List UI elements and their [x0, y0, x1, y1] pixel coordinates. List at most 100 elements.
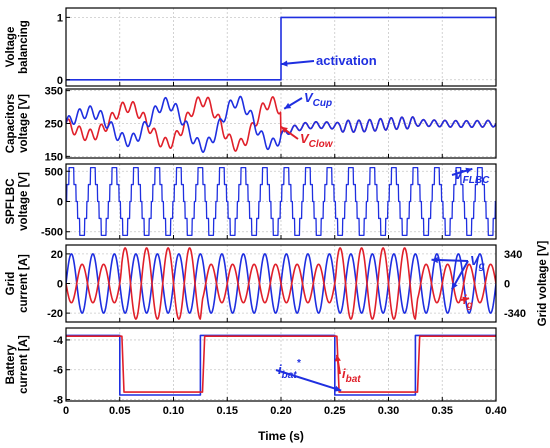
y-axis-label-line: voltage [V] [18, 172, 30, 231]
x-tick-label: 0.30 [378, 405, 399, 417]
y2-tick-label: 0 [504, 279, 510, 291]
y-tick-label: 1 [57, 12, 63, 24]
annotation-text: activation [316, 53, 377, 68]
annotation-text: i [342, 366, 346, 381]
annotation-subscript: Clow [309, 139, 334, 150]
annotation-vcup-label: VCup [304, 90, 332, 109]
annotation-text: V [300, 131, 310, 146]
annotation-vclow-label: VClow [300, 131, 334, 150]
y-tick-label: -20 [47, 308, 63, 320]
y-axis-label-line: Grid [5, 272, 17, 296]
series-group [66, 95, 496, 153]
panel-0: 0 1 Voltagebalancing activation [5, 7, 497, 87]
y-axis-label-line: SPFLBC [5, 179, 17, 225]
annotation-arrow-head [334, 385, 342, 392]
annotation-arrow-head [281, 126, 288, 133]
panel-4: -4 -6 -8 Batterycurrent [A] 0 0.05 0.10 0.15 0.2… [5, 327, 507, 417]
series-ig [66, 247, 496, 320]
x-tick-label: 0.35 [432, 405, 453, 417]
series-group [66, 247, 496, 320]
x-tick-label: 0.15 [217, 405, 238, 417]
y-tick-label: 150 [45, 151, 63, 163]
y-tick-label: 350 [45, 86, 63, 98]
annotation-superscript: * [297, 358, 302, 369]
y-axis-label-line: voltage [V] [18, 94, 30, 153]
annotation-vcup: VCup [283, 90, 332, 110]
y-axis-label: SPFLBCvoltage [V] [5, 172, 30, 231]
annotation-arrow-head [431, 257, 438, 264]
series-group [66, 16, 496, 81]
annotation-arrow-head [465, 167, 473, 174]
y2-tick-label: -340 [504, 308, 526, 320]
y-tick-label: -500 [41, 227, 63, 239]
x-tick-label: 0.20 [270, 405, 291, 417]
annotation-arrow-head [281, 60, 288, 67]
annotation-subscript: Cup [313, 98, 332, 109]
x-tick-label: 0 [63, 405, 69, 417]
series-blue [66, 16, 496, 81]
annotation-ibat-label: ibat [342, 366, 361, 385]
annotation-ibatref-label: ibat* [278, 358, 302, 381]
y-axis-label-line: current [A] [18, 335, 30, 394]
annotation-vflbc: VFLBC [451, 167, 490, 186]
series-blue [66, 95, 496, 153]
x-tick-label: 0.05 [109, 405, 130, 417]
annotation-ibatref: ibat* [275, 358, 342, 392]
y-axis-label-line: balancing [18, 20, 30, 74]
y-tick-label: 0 [57, 75, 63, 87]
series-group [66, 334, 496, 396]
annotation-subscript: g [466, 300, 473, 311]
y2-axis-label: Grid voltage [V] [537, 241, 549, 327]
annotation-subscript: g [478, 261, 485, 272]
series-blue [66, 166, 496, 237]
annotation-arrow-line [275, 369, 342, 392]
y-axis-label-line: Battery [5, 344, 17, 384]
x-axis-label: Time (s) [258, 429, 304, 443]
y-axis-label-line: Voltage [5, 27, 17, 68]
y-tick-label: -4 [53, 335, 64, 347]
y-tick-label: -6 [53, 365, 63, 377]
y-axis-label-line: Capacitors [5, 94, 17, 153]
y-tick-label: 0 [57, 197, 63, 209]
annotation-vg-label: Vg [470, 253, 485, 272]
annotation-text: V [470, 253, 480, 268]
y-axis-label: Capacitorsvoltage [V] [5, 94, 30, 153]
y-tick-label: 20 [51, 249, 63, 261]
y-tick-label: 250 [45, 119, 63, 131]
annotation-arrow-head [334, 354, 341, 362]
series-ibat [66, 335, 496, 393]
annotation-arrow-head [462, 296, 470, 303]
annotation-text: V [454, 167, 464, 182]
x-tick-label: 0.40 [485, 405, 506, 417]
annotation-arrow-head [284, 102, 292, 109]
annotation-text: V [304, 90, 314, 105]
panel-2: 500 0 -500 SPFLBCvoltage [V] VFLBC [5, 163, 497, 240]
y-tick-label: -8 [53, 395, 63, 407]
annotation-ibat: ibat [334, 354, 361, 385]
y-axis-label: Gridcurrent [A] [5, 254, 30, 313]
y2-tick-label: 340 [504, 249, 522, 261]
annotation-arrow-head [451, 282, 458, 290]
y-axis-label: Voltagebalancing [5, 20, 30, 74]
annotation-activation: activation [280, 53, 377, 68]
annotation-activation-label: activation [316, 53, 377, 68]
series-ibat* [66, 334, 496, 396]
y-axis-label: Batterycurrent [A] [5, 335, 30, 394]
annotation-vclow: VClow [280, 125, 334, 150]
y-tick-label: 0 [57, 279, 63, 291]
y-axis-label-line: current [A] [18, 254, 30, 313]
panel-3: 20 0 -20 340 0 -340 Grid voltage [V] Gridcurren… [5, 241, 549, 327]
annotation-subscript: FLBC [463, 175, 490, 186]
x-tick-label: 0.25 [324, 405, 345, 417]
annotation-ig: ig [460, 292, 473, 311]
annotation-vflbc-label: VFLBC [454, 167, 490, 186]
annotation-text: i [278, 362, 282, 377]
series-group [66, 166, 496, 237]
annotation-subscript: bat [282, 370, 298, 381]
panels: 0 1 Voltagebalancing activation 150 250 350 Cap… [5, 7, 549, 417]
x-tick-label: 0.10 [163, 405, 184, 417]
annotation-subscript: bat [346, 374, 362, 385]
y-tick-label: 500 [45, 166, 63, 178]
